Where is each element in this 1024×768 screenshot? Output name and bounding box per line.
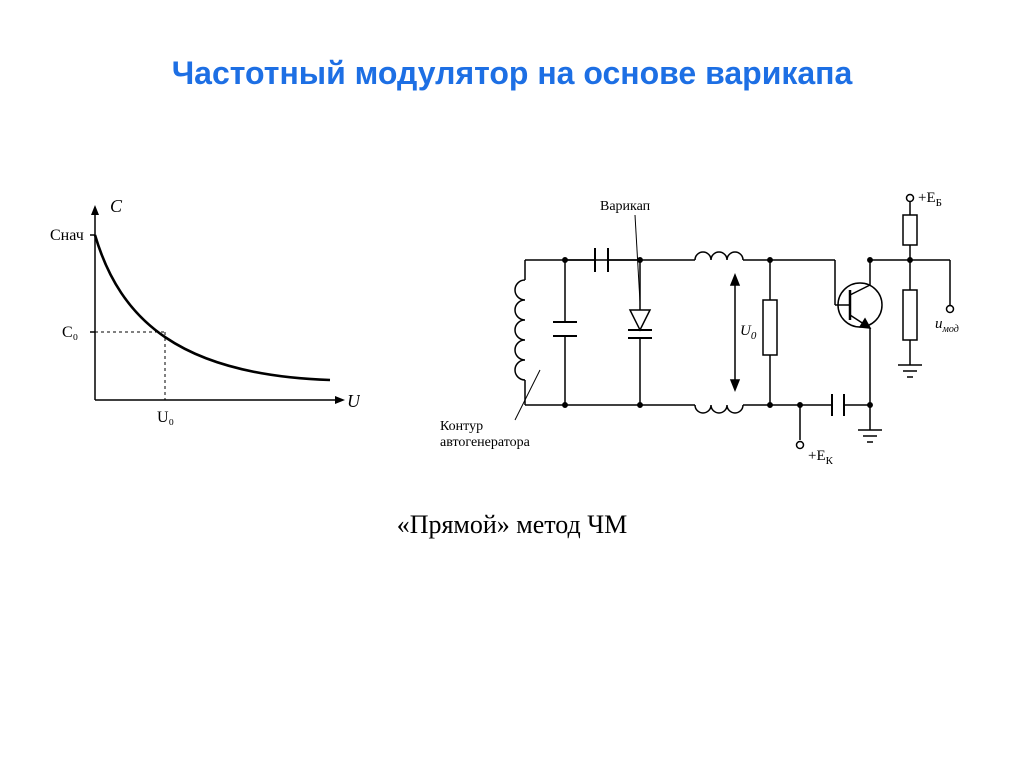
umod-label: uмод — [935, 316, 959, 335]
lc-tank-label-2: автогенератора — [440, 435, 531, 450]
y-axis-label: C — [110, 196, 123, 216]
y-max-label: Cнач — [50, 227, 84, 244]
ek-label: +EК — [808, 448, 834, 467]
lc-tank-label-1: Контур — [440, 419, 483, 434]
circuit-schematic: Варикап Контур автогенератора U0 +EБ +EК… — [440, 190, 980, 490]
eb-label: +EБ — [918, 190, 942, 209]
caption: «Прямой» метод ЧМ — [0, 510, 1024, 540]
c0-label: C₀ — [62, 324, 78, 341]
cv-curve-chart: Cнач C₀ U₀ C U — [50, 190, 360, 455]
varactor-label: Варикап — [600, 199, 651, 214]
slide-title: Частотный модулятор на основе варикапа — [0, 55, 1024, 92]
x-axis-label: U — [347, 391, 360, 411]
u0-label: U0 — [740, 323, 757, 342]
u0-label: U₀ — [157, 409, 174, 426]
